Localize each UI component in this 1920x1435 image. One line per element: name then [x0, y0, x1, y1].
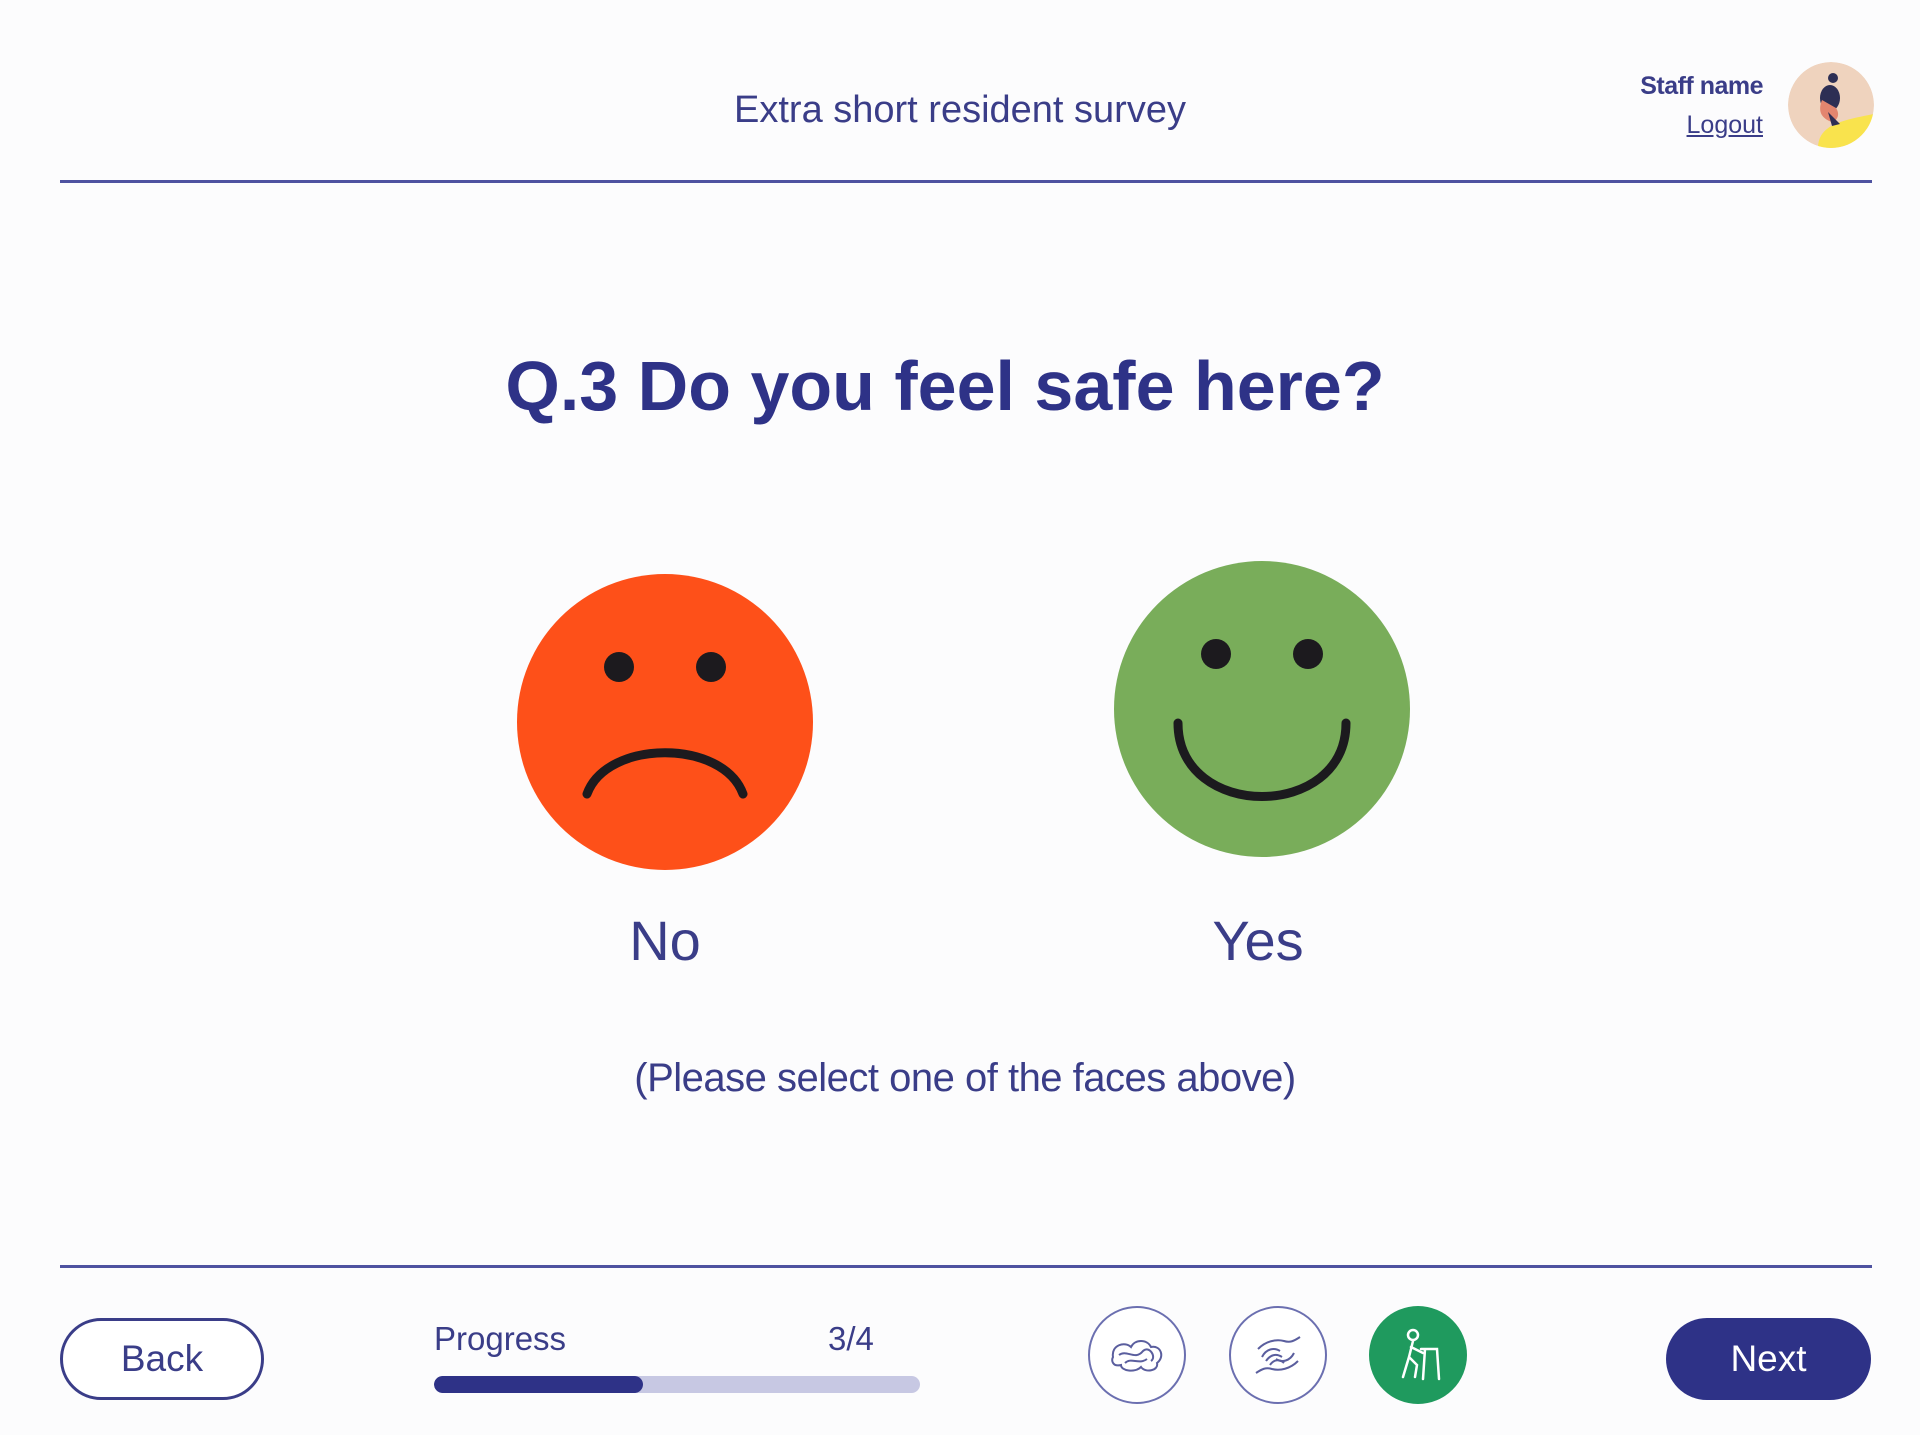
step-1-button[interactable]	[1088, 1306, 1186, 1404]
progress-count: 3/4	[828, 1320, 874, 1357]
question-text: Q.3 Do you feel safe here?	[505, 347, 1385, 425]
next-button[interactable]: Next	[1666, 1318, 1871, 1400]
logout-link[interactable]: Logout	[1686, 111, 1763, 139]
step-2-button[interactable]	[1229, 1306, 1327, 1404]
hands-icon	[1255, 1336, 1301, 1374]
walker-person-icon	[1401, 1328, 1441, 1381]
footer-divider	[60, 1265, 1872, 1268]
survey-title: Extra short resident survey	[734, 89, 1186, 131]
avatar[interactable]	[1788, 62, 1874, 148]
avatar-image	[1788, 62, 1874, 148]
staff-name: Staff name	[1640, 72, 1763, 100]
progress-bar	[434, 1376, 920, 1393]
scribble-icon	[1111, 1340, 1163, 1372]
header-divider	[60, 180, 1872, 183]
answer-yes-button[interactable]	[1114, 561, 1410, 857]
happy-face-icon	[1114, 561, 1410, 857]
step-3-button[interactable]	[1369, 1306, 1467, 1404]
sad-face-icon	[517, 574, 813, 870]
progress-bar-fill	[434, 1376, 643, 1393]
answer-no-button[interactable]	[517, 574, 813, 870]
staff-info: Staff name Logout	[1640, 72, 1763, 140]
back-button[interactable]: Back	[60, 1318, 264, 1400]
selection-hint: (Please select one of the faces above)	[634, 1056, 1296, 1100]
progress-label: Progress	[434, 1320, 567, 1357]
answer-yes-label: Yes	[1212, 909, 1304, 972]
answer-no-label: No	[629, 909, 701, 972]
